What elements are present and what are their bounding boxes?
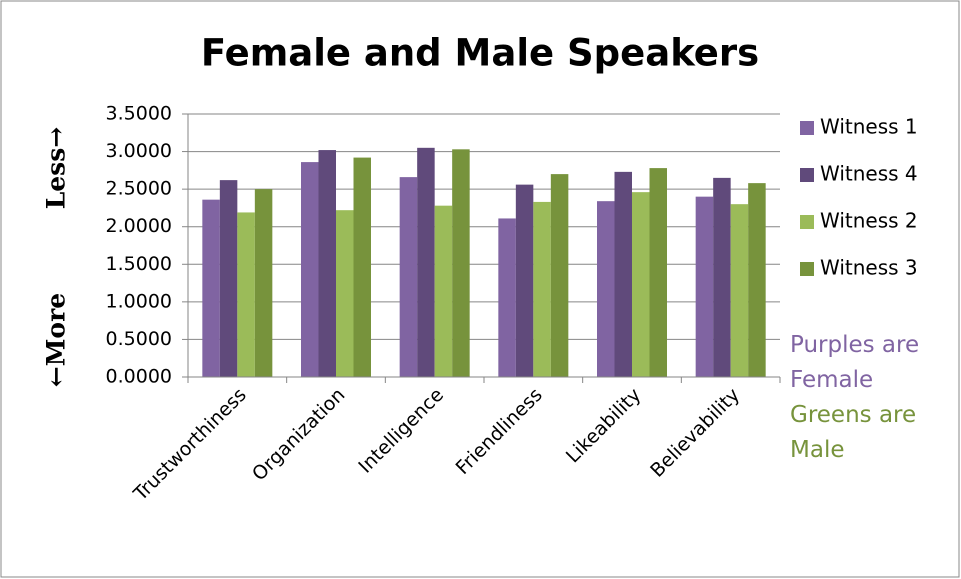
y-tick-label: 2.0000 [106,215,172,237]
bar [202,199,220,377]
legend-label: Witness 4 [820,162,918,186]
chart-title: Female and Male Speakers [201,32,759,75]
legend-swatch [800,262,814,276]
annotation: Purples are Female [790,332,920,393]
bar [632,192,650,377]
bar [336,210,354,377]
y-tick-label: 1.0000 [106,290,172,312]
bar [434,205,453,377]
bar [730,204,749,377]
bar [417,147,435,377]
bar [748,183,766,377]
y-tick-label: 1.5000 [106,253,172,275]
bar [237,212,255,377]
legend-swatch [800,215,814,229]
legend-label: Witness 2 [820,209,918,233]
legend-swatch [800,121,814,135]
bar [713,177,731,377]
bar [649,168,667,377]
y-axis-label-top: Less→ [42,127,71,210]
bar [399,177,418,377]
bar [301,162,319,377]
bar [515,184,534,377]
y-tick-label: 3.0000 [106,140,172,162]
y-tick-label: 0.0000 [106,366,172,388]
annotation: Greens are Male [790,402,917,463]
bar [219,180,238,377]
legend-swatch [800,168,814,182]
legend-label: Witness 3 [820,256,918,280]
y-tick-label: 2.5000 [106,178,172,200]
legend-label: Witness 1 [820,115,918,139]
bar [614,171,632,377]
y-tick-label: 0.5000 [106,328,172,350]
bar [695,196,714,377]
bar [597,201,615,377]
y-tick-label: 3.5000 [106,103,172,125]
bar [452,149,470,377]
bar [318,150,336,377]
bar [550,174,569,377]
bar [353,157,371,377]
bar [533,201,551,377]
y-axis-label-bottom: ←More [42,293,71,387]
bar [254,189,273,377]
bar [498,218,516,377]
